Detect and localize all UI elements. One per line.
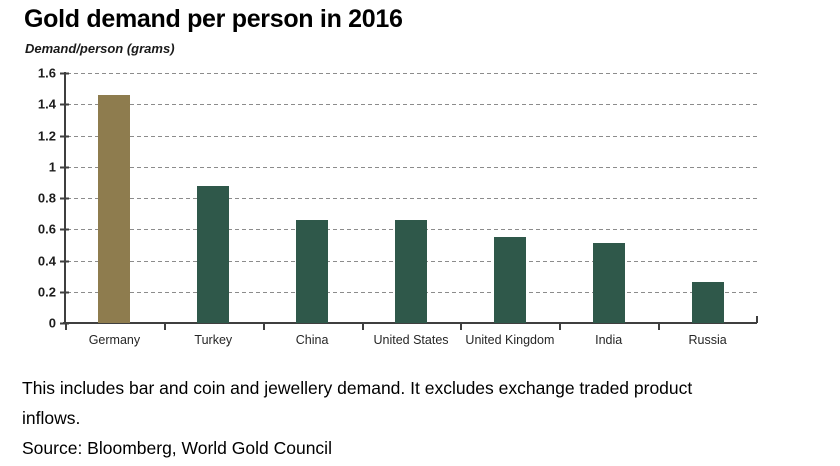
y-axis-tick-0 [60, 322, 69, 325]
footnote-line-2: inflows. [22, 408, 81, 428]
gridline-1.6 [67, 73, 757, 74]
gridline-0.8 [67, 198, 757, 199]
y-axis-tick-1.4 [60, 103, 69, 106]
bar-united-states [395, 219, 427, 323]
y-axis-tick-0.8 [60, 197, 69, 200]
y-axis-label-0: 0 [48, 315, 56, 331]
y-axis-unit-label: Demand/person (grams) [25, 41, 175, 56]
footnote: This includes bar and coin and jewellery… [22, 373, 692, 433]
x-axis-tick-0 [65, 324, 67, 330]
chart-title: Gold demand per person in 2016 [24, 5, 403, 33]
source-line: Source: Bloomberg, World Gold Council [22, 438, 332, 458]
y-axis-tick-0.6 [60, 228, 69, 231]
gridline-1 [67, 166, 757, 168]
y-axis-label-1.2: 1.2 [37, 128, 56, 143]
bar-germany [98, 94, 131, 323]
x-axis-line [63, 322, 757, 324]
y-axis-tick-0.4 [60, 260, 69, 262]
y-axis-label-0.4: 0.4 [37, 253, 56, 268]
x-axis-label-turkey: Turkey [194, 333, 233, 347]
x-axis-label-china: China [295, 333, 329, 347]
y-axis-label-0.6: 0.6 [37, 221, 56, 237]
y-axis-label-1: 1 [48, 159, 56, 175]
x-axis-label-united-states: United States [373, 333, 449, 347]
bar-turkey [197, 185, 230, 323]
plot-area: 0 0.2 0.4 0.6 0.8 1 1.2 1.4 1.6 Germany Turkey Chin… [38, 67, 758, 346]
x-axis-label-india: India [595, 333, 623, 347]
bar-russia [691, 282, 724, 323]
x-axis-tick-4 [460, 324, 463, 330]
y-axis-label-0.2: 0.2 [37, 284, 56, 300]
y-axis-tick-1.2 [60, 135, 69, 137]
bar-china [296, 219, 329, 323]
footnote-line-1: This includes bar and coin and jewellery… [22, 378, 693, 398]
x-axis-label-germany: Germany [88, 333, 141, 347]
x-axis-label-united-kingdom: United Kingdom [465, 333, 555, 347]
gridline-1.2 [67, 135, 757, 137]
x-axis-tick-3 [361, 324, 364, 330]
x-axis-tick-1 [163, 324, 166, 330]
y-axis-tick-0.2 [60, 291, 69, 294]
x-axis-tick-5 [559, 324, 562, 330]
bar-india [592, 243, 625, 323]
y-axis-label-1.6: 1.6 [37, 65, 56, 81]
x-axis-label-russia: Russia [688, 333, 727, 347]
gridline-1.4 [67, 104, 757, 106]
y-axis-tick-1.6 [60, 72, 69, 75]
x-axis-end-tick [756, 316, 758, 323]
y-axis-tick-1 [60, 166, 69, 169]
y-axis-label-0.8: 0.8 [37, 190, 56, 206]
y-axis-label-1.4: 1.4 [37, 96, 56, 112]
bar-united-kingdom [493, 237, 526, 323]
x-axis-tick-6 [658, 324, 661, 330]
x-axis-tick-2 [262, 324, 265, 330]
